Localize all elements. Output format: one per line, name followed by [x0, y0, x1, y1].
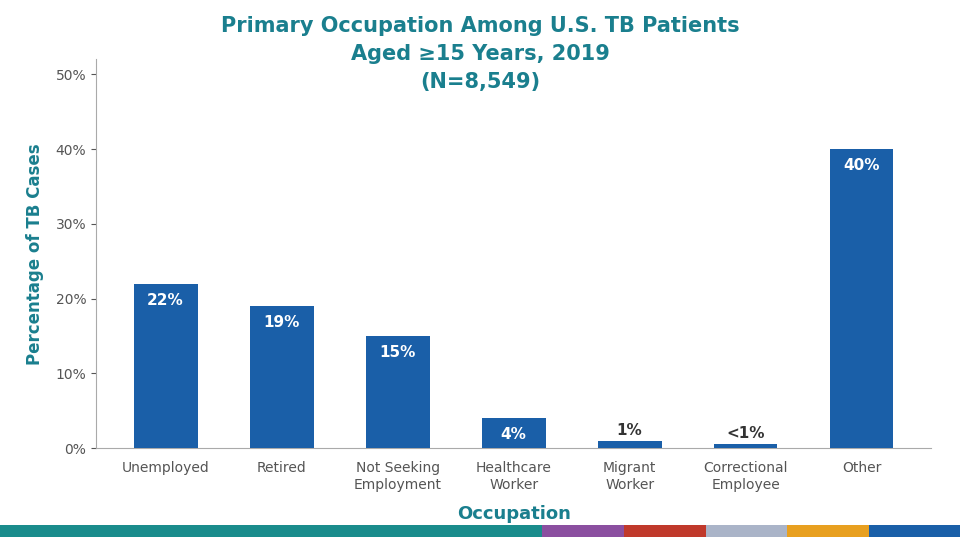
Text: 15%: 15% [379, 345, 416, 360]
Text: 19%: 19% [263, 315, 300, 330]
Bar [133, 284, 198, 448]
Text: 40%: 40% [843, 158, 880, 173]
Bar [366, 336, 429, 448]
Text: <1%: <1% [727, 427, 765, 442]
Text: 1%: 1% [616, 423, 642, 438]
Text: 22%: 22% [147, 293, 184, 308]
X-axis label: Occupation: Occupation [457, 505, 570, 523]
Text: Primary Occupation Among U.S. TB Patients
Aged ≥15 Years, 2019
(N=8,549): Primary Occupation Among U.S. TB Patient… [221, 16, 739, 92]
Text: 4%: 4% [501, 427, 526, 442]
Bar [482, 418, 545, 448]
Bar [713, 444, 778, 448]
Bar [829, 149, 894, 448]
Bar [598, 441, 661, 448]
Bar [250, 306, 314, 448]
Y-axis label: Percentage of TB Cases: Percentage of TB Cases [27, 143, 44, 364]
